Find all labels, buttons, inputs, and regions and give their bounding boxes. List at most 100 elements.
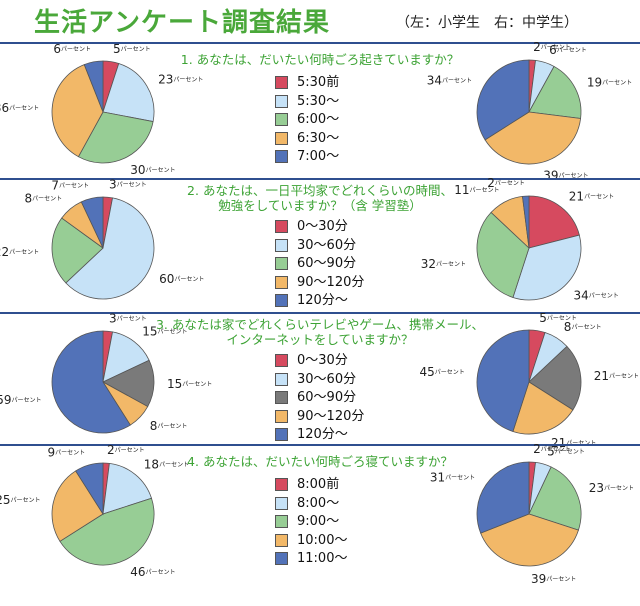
legend-label: 5:30〜 — [297, 93, 340, 109]
q1-elementary-label-1: 23パーセント — [158, 72, 203, 86]
legend-label: 9:00〜 — [297, 514, 340, 529]
q1-elementary-label-0: 5パーセント — [113, 42, 151, 56]
question-panel-1: 1. あなたは、だいたい何時ごろ起きていますか？ 5:30前 5:30〜 6:00〜 6… — [0, 40, 640, 182]
q4-elementary-slice-1 — [102, 462, 153, 515]
legend-label: 8:00〜 — [297, 495, 340, 511]
legend-swatch — [275, 94, 288, 108]
q2-elementary-slice-1 — [65, 197, 155, 300]
q3-junior-slice-2 — [528, 345, 582, 411]
legend-swatch — [275, 354, 288, 367]
question-panel-2: 2. あなたは、一日平均家でどれくらいの時間、 勉強をしていますか？（含 学習塾）… — [0, 176, 640, 310]
legend-label: 30〜60分 — [297, 237, 357, 253]
legend-swatch — [275, 428, 288, 441]
q3-elementary-slice-2 — [102, 359, 155, 408]
legend-label: 120分〜 — [297, 427, 348, 442]
q1-elementary-label-4: 6パーセント — [53, 42, 91, 56]
panel-divider — [0, 444, 640, 446]
q2-junior-label-2: 32パーセント — [421, 257, 466, 271]
panel-divider — [0, 178, 640, 180]
q1-junior-slice-2 — [528, 65, 582, 119]
question-panel-4: 4. あなたは、だいたい何時ごろ寝ていますか？ 8:00前 8:00〜 9:00〜 10… — [0, 442, 640, 586]
q3-junior-label-2: 21パーセント — [594, 369, 639, 383]
question-text: 3. あなたは家でどれくらいテレビやゲーム、携帯メール、 インターネットをしていま… — [120, 317, 520, 347]
q4-junior-slice-4 — [476, 461, 530, 534]
q3-junior-label-0: 5パーセント — [539, 311, 577, 325]
q2-elementary-label-1: 60パーセント — [159, 272, 204, 286]
legend-swatch — [275, 131, 288, 145]
legend-label: 6:30〜 — [297, 130, 340, 146]
q4-elementary-label-0: 2パーセント — [107, 443, 145, 457]
q1-junior-label-1: 6パーセント — [549, 43, 587, 57]
q2-junior-slice-1 — [512, 234, 582, 301]
legend-swatch — [275, 552, 288, 565]
legend-swatch — [275, 238, 288, 252]
legend-label: 30〜60分 — [297, 371, 357, 387]
q4-junior-label-0: 2パーセント — [533, 442, 571, 456]
q2-junior-slice-0 — [528, 195, 580, 249]
legend-label: 6:00〜 — [297, 112, 340, 127]
q3-elementary-label-3: 8パーセント — [150, 419, 188, 433]
legend-swatch — [275, 275, 288, 289]
q4-junior-label-4: 31パーセント — [430, 471, 475, 485]
q4-elementary-slice-4 — [75, 462, 104, 516]
legend-swatch — [275, 496, 288, 510]
legend-label: 60〜90分 — [297, 390, 357, 405]
question-line-1: 4. あなたは、だいたい何時ごろ寝ていますか？ — [187, 454, 453, 469]
question-line-1: 2. あなたは、一日平均家でどれくらいの時間、 — [187, 183, 453, 198]
legend-label: 11:00〜 — [297, 551, 348, 566]
question-text: 1. あなたは、だいたい何時ごろ起きていますか？ — [120, 52, 520, 67]
q2-junior-label-1: 34パーセント — [574, 288, 619, 302]
legend-swatch — [275, 294, 288, 307]
q3-junior-label-1: 8パーセント — [564, 320, 602, 334]
q3-junior-slice-4 — [476, 329, 530, 432]
legend-swatch — [275, 257, 288, 270]
q3-elementary-label-4: 59パーセント — [0, 393, 42, 407]
q4-elementary-label-2: 46パーセント — [130, 565, 175, 579]
q2-elementary-slice-4 — [80, 196, 104, 249]
q1-junior-label-4: 34パーセント — [427, 74, 472, 88]
q2-elementary-slice-2 — [51, 217, 104, 284]
q4-elementary-label-4: 9パーセント — [47, 446, 85, 460]
legend-swatch — [275, 391, 288, 404]
question-text: 4. あなたは、だいたい何時ごろ寝ていますか？ — [120, 454, 520, 469]
q3-elementary-label-1: 15パーセント — [142, 324, 187, 338]
q4-junior-label-1: 5パーセント — [547, 445, 585, 459]
question-line-1: 3. あなたは家でどれくらいテレビやゲーム、携帯メール、 — [155, 317, 485, 332]
q3-elementary-slice-4 — [51, 330, 131, 434]
legend-label: 0〜30分 — [297, 353, 348, 368]
q1-elementary-label-2: 30パーセント — [130, 163, 175, 177]
legend-swatch — [275, 478, 288, 491]
q1-elementary-slice-2 — [77, 111, 154, 164]
q3-junior-label-4: 45パーセント — [420, 365, 465, 379]
q1-elementary-slice-1 — [102, 62, 155, 123]
legend-label: 90〜120分 — [297, 274, 365, 290]
legend-label: 90〜120分 — [297, 408, 365, 424]
q3-elementary-label-2: 15パーセント — [167, 377, 212, 391]
legend-swatch — [275, 372, 288, 386]
q3-elementary-slice-1 — [102, 331, 150, 383]
question-line-1: 1. あなたは、だいたい何時ごろ起きていますか？ — [180, 52, 460, 67]
legend-label: 5:30前 — [297, 75, 340, 90]
q4-elementary-label-3: 25パーセント — [0, 493, 41, 507]
q3-junior-label-3: 21パーセント — [551, 436, 596, 450]
legend-swatch — [275, 220, 288, 233]
q2-elementary-label-0: 3パーセント — [109, 177, 147, 191]
q1-elementary-label-3: 36パーセント — [0, 101, 39, 115]
legend-swatch — [275, 150, 288, 163]
q4-elementary-slice-2 — [59, 497, 155, 566]
question-line-2: 勉強をしていますか？（含 学習塾） — [218, 198, 422, 213]
panel-divider — [0, 42, 640, 44]
legend-label: 60〜90分 — [297, 256, 357, 271]
q3-junior-slice-3 — [512, 381, 574, 435]
q1-junior-label-0: 2パーセント — [533, 40, 571, 54]
q2-junior-label-0: 21パーセント — [569, 190, 614, 204]
q2-junior-label-3: 11パーセント — [454, 183, 499, 197]
q4-junior-slice-3 — [480, 513, 579, 567]
legend-swatch — [275, 409, 288, 423]
q3-elementary-label-0: 3パーセント — [109, 311, 147, 325]
